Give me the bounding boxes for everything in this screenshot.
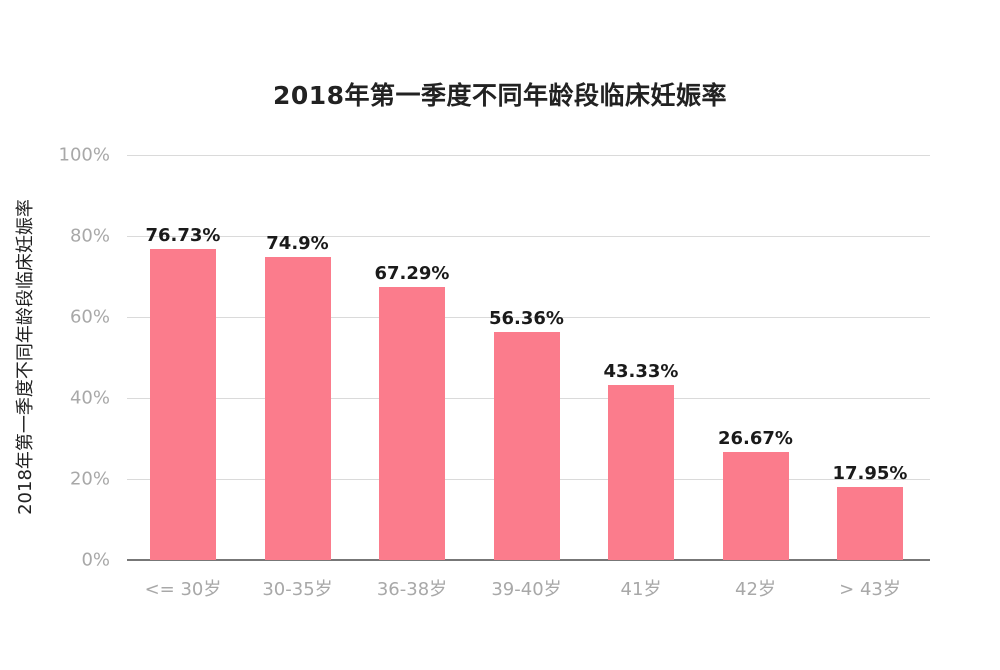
x-tick-label: 30-35岁 [262,579,333,600]
x-tick-label: <= 30岁 [144,579,222,600]
bar-value-label: 74.9% [266,232,329,254]
y-tick-label: 80% [69,225,110,247]
x-tick-label: 36-38岁 [376,579,448,600]
bar[interactable] [837,487,903,560]
y-tick-label: 0% [81,549,110,571]
x-tick-label: 39-40岁 [491,579,562,600]
bar-value-label: 76.73% [145,225,221,247]
bar[interactable] [379,287,445,560]
x-tick-label: 42岁 [735,579,776,600]
plot-area: 76.73% 74.9% 67.29% 56.36% 43.33% 26.67% 17.95… [127,155,930,561]
bar-value-label: 26.67% [718,427,793,449]
bar[interactable] [493,331,560,560]
bar-value-label: 17.95% [832,463,908,485]
bar-value-label: 56.36% [489,307,564,329]
x-tick-label: > 43岁 [839,579,901,600]
bar[interactable] [264,256,331,560]
gridline [127,155,930,156]
bar[interactable] [722,451,789,560]
y-tick-label: 100% [58,144,110,166]
y-tick-label: 20% [69,468,110,490]
bar-value-label: 43.33% [603,360,679,382]
gridline [127,236,930,237]
chart-title: 2018年第一季度不同年龄段临床妊娠率 [272,81,728,110]
x-tick-label: 41岁 [620,579,662,600]
y-tick-label: 40% [69,387,110,409]
x-axis-baseline [127,559,930,561]
bar-value-label: 67.29% [374,263,450,285]
gridline [127,317,930,318]
bar[interactable] [150,249,216,560]
bar[interactable] [608,384,674,560]
y-tick-label: 60% [69,306,110,328]
